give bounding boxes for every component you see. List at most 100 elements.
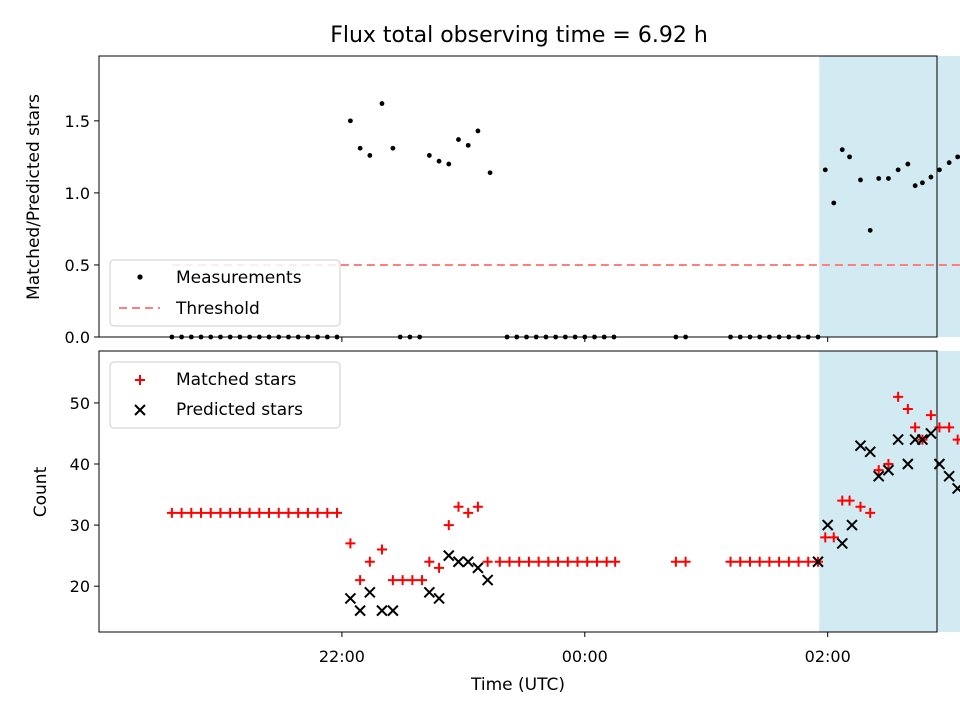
- predicted-stars-point: [854, 439, 867, 452]
- bottom-y-axis-label: Count: [31, 466, 51, 517]
- measurements-point: [446, 161, 452, 167]
- matched-stars-point: [865, 507, 876, 518]
- matched-stars-point: [283, 507, 294, 518]
- matched-stars-point: [234, 507, 245, 518]
- matched-stars-point: [553, 556, 564, 567]
- matched-stars-point: [670, 556, 681, 567]
- matched-stars-point: [952, 434, 960, 445]
- matched-stars-point: [893, 391, 904, 402]
- predicted-stars-point: [344, 592, 357, 605]
- legend-plus-marker: [135, 375, 145, 385]
- matched-stars-point: [166, 507, 177, 518]
- matched-stars-point: [424, 556, 435, 567]
- chart-title: Flux total observing time = 6.92 h: [330, 23, 708, 48]
- matched-stars-point: [387, 575, 398, 586]
- matched-stars-point: [523, 556, 534, 567]
- matched-stars-point: [463, 507, 474, 518]
- matched-stars-point: [376, 544, 387, 555]
- measurements-point: [436, 158, 442, 164]
- predicted-stars-point: [376, 604, 388, 617]
- matched-stars-point: [925, 410, 936, 421]
- measurements-point: [876, 176, 882, 181]
- matched-stars-point: [873, 465, 884, 476]
- matched-stars-point: [345, 538, 356, 549]
- x-axis-label: Time (UTC): [470, 675, 565, 695]
- matched-stars-point: [680, 556, 691, 567]
- matched-stars-point: [725, 556, 736, 567]
- matched-stars-point: [472, 501, 483, 512]
- predicted-stars-point: [472, 562, 484, 574]
- matched-stars-point: [883, 459, 894, 470]
- bottom-legend-box: [109, 361, 341, 429]
- measurements-point: [920, 180, 925, 186]
- matched-stars-point: [322, 507, 333, 518]
- matched-stars-point: [302, 507, 313, 518]
- matched-stars-point: [434, 562, 445, 573]
- measurements-point: [367, 153, 373, 158]
- predicted-stars-point: [925, 427, 937, 440]
- measurements-point: [937, 167, 942, 173]
- x-tick-label: 22:00: [319, 647, 365, 666]
- matched-stars-point: [591, 556, 602, 567]
- matched-stars-point: [910, 422, 921, 433]
- measurements-point: [390, 145, 396, 151]
- predicted-stars-point: [864, 446, 876, 458]
- matched-stars-point: [254, 507, 265, 518]
- matched-stars-point: [417, 575, 428, 586]
- predicted-stars-point: [364, 586, 376, 599]
- measurements-point: [465, 142, 471, 148]
- measurements-point: [912, 183, 918, 189]
- matched-stars-point: [312, 507, 323, 518]
- matched-stars-point: [803, 556, 814, 567]
- matched-stars-point: [186, 507, 197, 518]
- top-legend: Measurements Threshold: [109, 259, 341, 327]
- matched-stars-point: [543, 556, 554, 567]
- predicted-stars-point: [872, 470, 885, 482]
- y-tick-label: 20: [70, 577, 90, 596]
- measurements-point: [822, 167, 828, 173]
- predicted-stars-point: [821, 519, 834, 531]
- legend-label-measurements: Measurements: [176, 268, 302, 288]
- matched-stars-point: [582, 556, 593, 567]
- matched-stars-point: [504, 556, 515, 567]
- predicted-stars-point: [846, 519, 858, 531]
- predicted-stars-point: [452, 556, 465, 568]
- matched-stars-point: [494, 556, 505, 567]
- predicted-stars-point: [423, 586, 436, 599]
- predicted-stars-point: [892, 433, 904, 446]
- top-panel: 0.0 0.5 1.0 1.5 Matched/Predicted stars Mea…: [24, 55, 960, 347]
- matched-stars-point: [533, 556, 544, 567]
- matched-stars-point: [407, 575, 418, 586]
- matched-stars-point: [610, 556, 621, 567]
- predicted-stars-point: [443, 549, 455, 562]
- predicted-stars-point: [951, 482, 960, 495]
- measurements-point: [456, 137, 461, 142]
- legend-label-threshold: Threshold: [175, 299, 260, 319]
- top-y-axis-label: Matched/Predicted stars: [24, 94, 44, 300]
- matched-stars-point: [572, 556, 583, 567]
- top-legend-box: [109, 259, 341, 327]
- measurements-point: [348, 118, 353, 124]
- matched-stars-point: [844, 495, 855, 506]
- matched-stars-point: [774, 556, 785, 567]
- predicted-stars-point: [433, 592, 445, 605]
- y-tick-label: 1.0: [65, 184, 90, 203]
- matched-stars-point: [562, 556, 573, 567]
- matched-stars-point: [601, 556, 612, 567]
- measurements-point: [895, 167, 901, 173]
- matched-stars-point: [783, 556, 794, 567]
- legend-x-marker: [134, 404, 146, 416]
- matched-stars-point: [754, 556, 765, 567]
- measurements-point: [475, 128, 481, 134]
- matched-stars-point: [828, 532, 839, 543]
- y-tick-label: 0.0: [65, 328, 90, 347]
- predicted-stars-point: [354, 604, 366, 617]
- matched-stars-point: [364, 556, 375, 567]
- matched-stars-point: [196, 507, 207, 518]
- measurements-point: [867, 227, 873, 233]
- matched-stars-point: [273, 507, 284, 518]
- matched-stars-point: [205, 507, 216, 518]
- matched-stars-point: [735, 556, 746, 567]
- matched-stars-point: [443, 520, 454, 531]
- measurements-point: [955, 154, 960, 160]
